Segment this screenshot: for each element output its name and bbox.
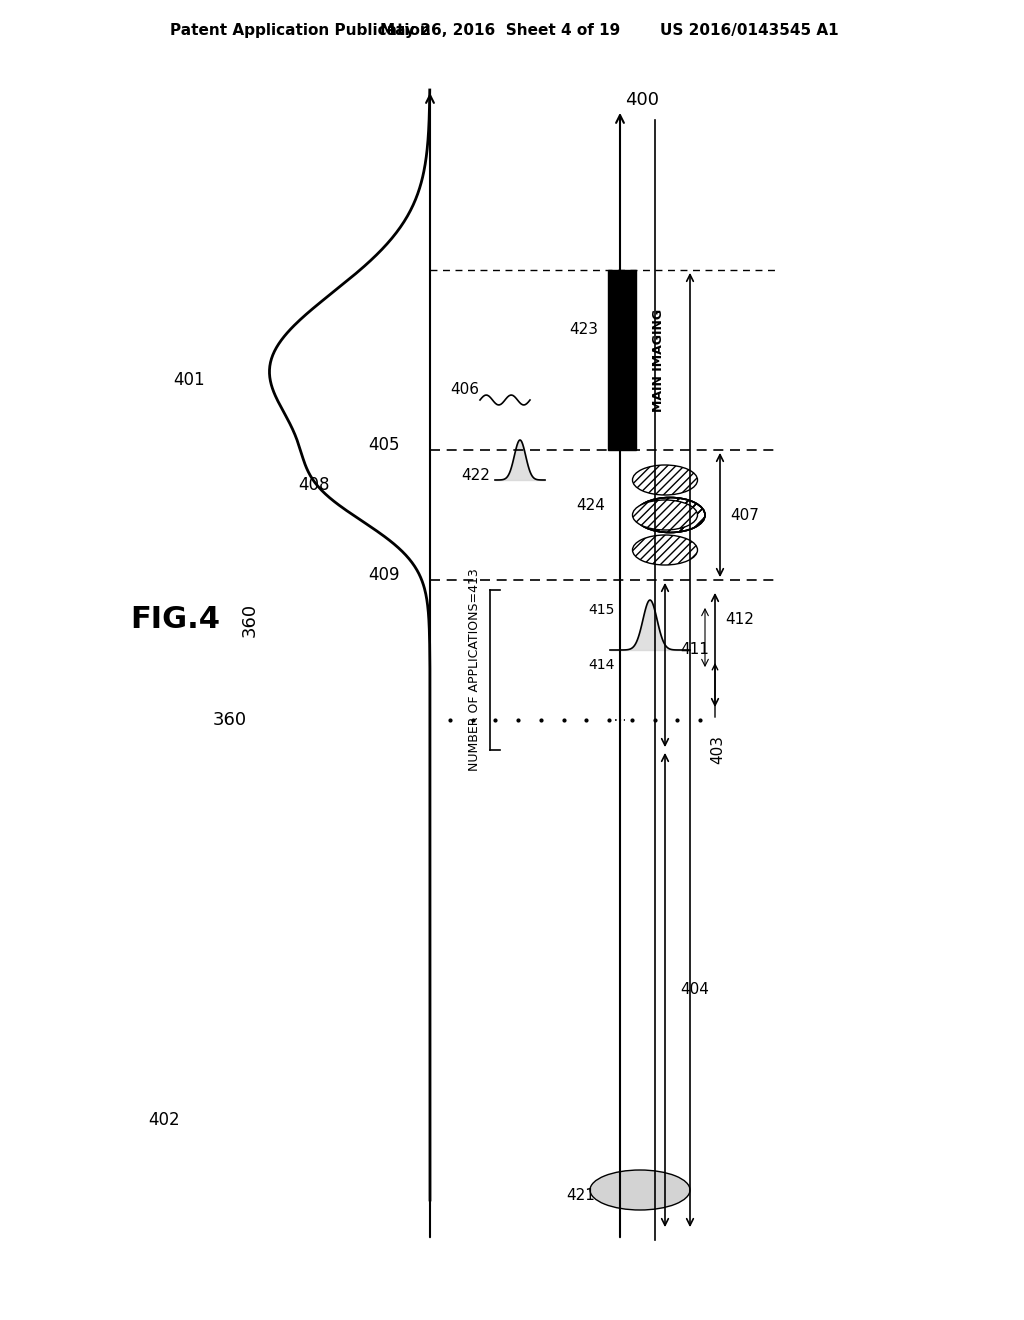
Text: 401: 401 bbox=[173, 371, 205, 389]
Ellipse shape bbox=[590, 1170, 690, 1210]
Text: 411: 411 bbox=[680, 643, 709, 657]
Text: 402: 402 bbox=[148, 1111, 180, 1129]
Text: 415: 415 bbox=[589, 603, 615, 616]
Text: 422: 422 bbox=[461, 467, 490, 483]
Text: 408: 408 bbox=[299, 477, 330, 494]
Text: NUMBER OF APPLICATIONS=413: NUMBER OF APPLICATIONS=413 bbox=[469, 569, 481, 771]
Text: 412: 412 bbox=[725, 612, 754, 627]
Ellipse shape bbox=[633, 465, 697, 495]
Text: Patent Application Publication: Patent Application Publication bbox=[170, 22, 431, 37]
Text: 407: 407 bbox=[730, 507, 759, 523]
Text: US 2016/0143545 A1: US 2016/0143545 A1 bbox=[660, 22, 839, 37]
Text: 406: 406 bbox=[450, 383, 479, 397]
Text: 360: 360 bbox=[213, 711, 247, 729]
Ellipse shape bbox=[633, 535, 697, 565]
Text: 360: 360 bbox=[241, 603, 259, 638]
Text: 424: 424 bbox=[577, 498, 605, 512]
Text: 404: 404 bbox=[680, 982, 709, 998]
Text: 414: 414 bbox=[589, 657, 615, 672]
Text: 400: 400 bbox=[625, 91, 659, 110]
Bar bbox=[608, 271, 636, 450]
Text: 403: 403 bbox=[710, 735, 725, 764]
Text: 405: 405 bbox=[369, 436, 400, 454]
Text: MAIN IMAGING: MAIN IMAGING bbox=[651, 309, 665, 412]
Ellipse shape bbox=[633, 500, 697, 531]
Text: 409: 409 bbox=[369, 566, 400, 583]
Text: 423: 423 bbox=[569, 322, 598, 338]
Text: 421: 421 bbox=[566, 1188, 595, 1203]
Text: FIG.4: FIG.4 bbox=[130, 606, 220, 635]
Text: May 26, 2016  Sheet 4 of 19: May 26, 2016 Sheet 4 of 19 bbox=[380, 22, 621, 37]
